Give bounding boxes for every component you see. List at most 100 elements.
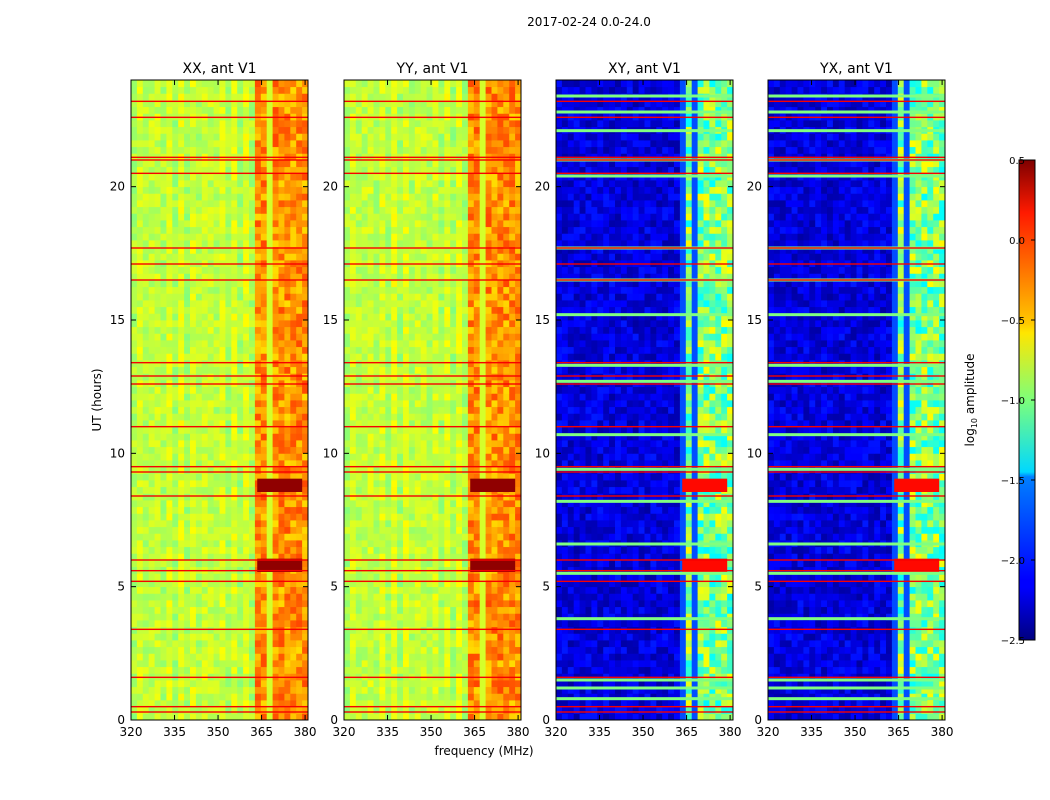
heatmap-cell [479, 600, 486, 608]
heatmap-cell [344, 420, 351, 428]
heatmap-cell [231, 200, 238, 208]
heatmap-cell [260, 680, 268, 688]
heatmap-cell [260, 360, 268, 368]
heatmap-cell [462, 300, 469, 308]
heatmap-cell [290, 513, 297, 521]
heatmap-cell [403, 686, 410, 694]
heatmap-cell [272, 146, 279, 154]
heatmap-cell [278, 580, 285, 588]
heatmap-cell [225, 266, 232, 274]
heatmap-cell [414, 680, 422, 688]
heatmap-cell [213, 666, 220, 674]
heatmap-cell [136, 280, 144, 288]
heatmap-cell [278, 280, 285, 288]
heatmap-cell [254, 346, 262, 354]
heatmap-cell [243, 526, 250, 534]
heatmap-cell [184, 433, 191, 441]
heatmap-cell [190, 406, 197, 414]
heatmap-cell [355, 653, 363, 661]
heatmap-cell [131, 233, 138, 241]
heatmap-cell [302, 186, 308, 194]
heatmap-cell [344, 453, 351, 461]
heatmap-cell [231, 373, 238, 381]
heatmap-cell [231, 613, 238, 621]
flagged-row [131, 705, 308, 708]
heatmap-cell [225, 306, 232, 314]
heatmap-cell [284, 120, 291, 128]
heatmap-cell [131, 340, 138, 348]
heatmap-cell [148, 386, 155, 394]
heatmap-cell [432, 686, 439, 694]
heatmap-cell [450, 340, 457, 348]
heatmap-cell [456, 653, 463, 661]
heatmap-cell [190, 200, 197, 208]
heatmap-cell [195, 433, 203, 441]
heatmap-cell [131, 680, 138, 688]
heatmap-cell [178, 140, 185, 148]
heatmap-cell [379, 646, 386, 654]
heatmap-cell [479, 680, 486, 688]
heatmap-cell [444, 573, 451, 581]
heatmap-cell [266, 333, 273, 341]
heatmap-cell [243, 100, 250, 108]
heatmap-cell [473, 453, 481, 461]
heatmap-cell [201, 493, 209, 501]
heatmap-cell [219, 193, 226, 201]
heatmap-cell [231, 146, 238, 154]
heatmap-cell [450, 466, 457, 474]
heatmap-cell [213, 106, 220, 114]
heatmap-cell [408, 506, 416, 514]
heatmap-cell [184, 186, 191, 194]
heatmap-cell [254, 100, 262, 108]
heatmap-cell [178, 646, 185, 654]
heatmap-cell [278, 93, 285, 101]
heatmap-cell [266, 620, 273, 628]
heatmap-cell [190, 686, 197, 694]
heatmap-cell [403, 633, 410, 641]
heatmap-cell [237, 213, 244, 221]
heatmap-cell [467, 353, 475, 361]
heatmap-cell [414, 486, 422, 494]
heatmap-cell [509, 293, 516, 301]
heatmap-cell [225, 293, 232, 301]
heatmap-cell [503, 320, 510, 328]
heatmap-cell [373, 326, 380, 334]
heatmap-cell [148, 653, 155, 661]
heatmap-cell [148, 626, 155, 634]
heatmap-cell [178, 540, 185, 548]
heatmap-cell [503, 666, 510, 674]
heatmap-cell [148, 546, 155, 554]
heatmap-cell [184, 406, 191, 414]
heatmap-cell [497, 413, 504, 421]
heatmap-cell [136, 300, 144, 308]
heatmap-cell [515, 586, 521, 594]
heatmap-cell [195, 313, 203, 321]
heatmap-cell [479, 493, 486, 501]
heatmap-cell [485, 353, 492, 361]
heatmap-cell [237, 386, 244, 394]
heatmap-cell [408, 266, 416, 274]
heatmap-cell [172, 526, 179, 534]
heatmap-cell [367, 300, 374, 308]
heatmap-cell [201, 700, 209, 708]
heatmap-cell [420, 453, 427, 461]
heatmap-cell [195, 140, 203, 148]
heatmap-cell [426, 360, 433, 368]
heatmap-cell [249, 386, 256, 394]
heatmap-cell [296, 433, 303, 441]
heatmap-cell [237, 233, 244, 241]
heatmap-cell [213, 480, 220, 488]
heatmap-cell [503, 300, 510, 308]
heatmap-cell [515, 526, 521, 534]
heatmap-cell [462, 346, 469, 354]
heatmap-cell [408, 546, 416, 554]
heatmap-cell [136, 473, 144, 481]
heatmap-cell [426, 480, 433, 488]
heatmap-cell [456, 620, 463, 628]
heatmap-cell [408, 346, 416, 354]
heatmap-cell [154, 420, 161, 428]
heatmap-cell [467, 546, 475, 554]
heatmap-cell [249, 406, 256, 414]
heatmap-cell [456, 713, 463, 720]
heatmap-cell [420, 633, 427, 641]
